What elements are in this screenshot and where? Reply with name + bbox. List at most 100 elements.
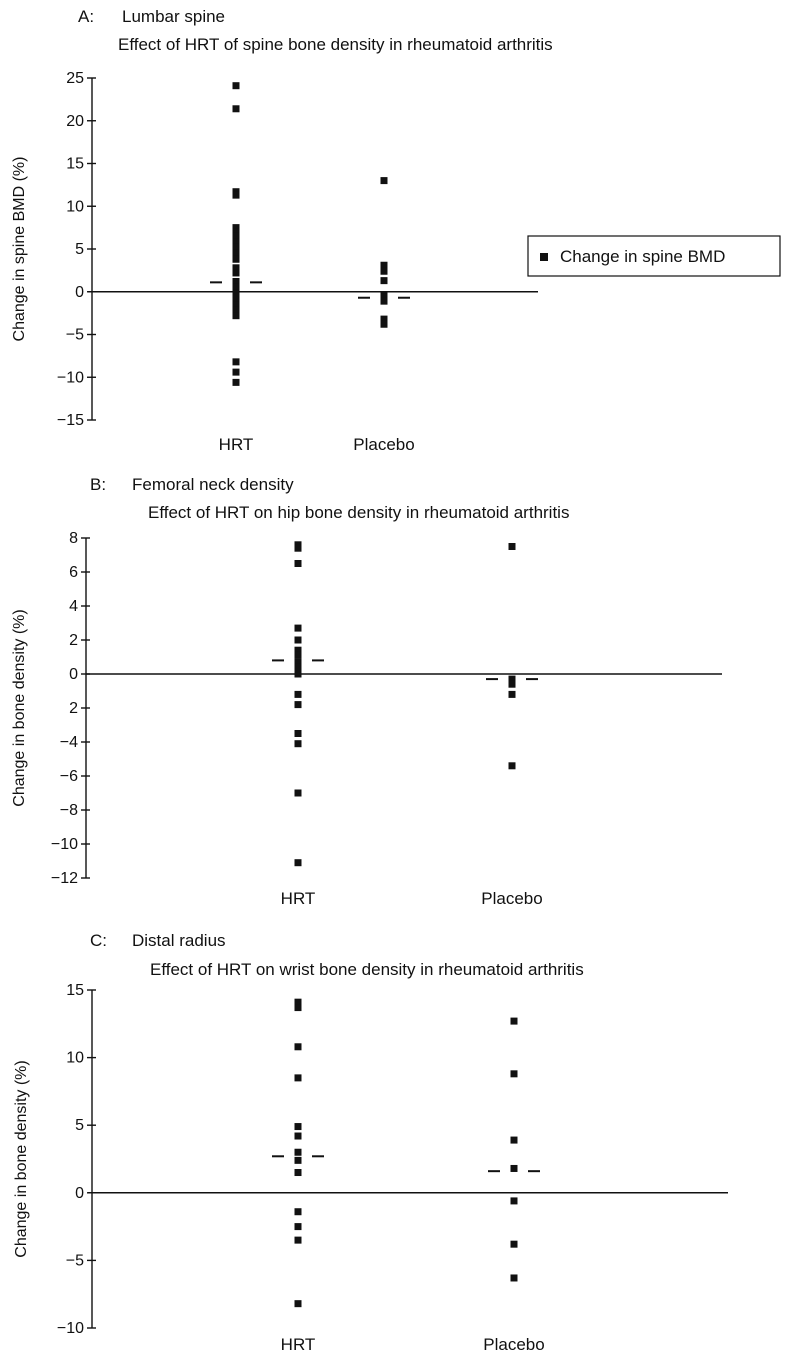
y-tick-label: 10 <box>66 198 84 215</box>
data-point <box>294 789 302 797</box>
data-point <box>294 1169 302 1177</box>
legend-box <box>527 235 781 277</box>
data-point <box>380 261 388 269</box>
data-point <box>232 249 240 257</box>
data-point <box>508 690 516 698</box>
data-point <box>294 690 302 698</box>
y-tick-label: 6 <box>69 564 78 581</box>
data-point <box>232 277 240 285</box>
data-point <box>380 177 388 185</box>
data-point <box>232 306 240 314</box>
data-point <box>510 1274 518 1282</box>
data-point <box>294 651 302 659</box>
panel-label: C: <box>90 931 107 950</box>
data-point <box>232 191 240 199</box>
y-axis-label: Change in bone density (%) <box>13 1060 30 1257</box>
data-point <box>232 228 240 236</box>
y-tick-label: −8 <box>60 802 78 819</box>
data-point <box>294 701 302 709</box>
data-point <box>294 1043 302 1051</box>
category-label: HRT <box>281 1335 316 1354</box>
data-point <box>380 297 388 305</box>
data-point <box>294 1236 302 1244</box>
data-point <box>232 295 240 303</box>
panel-label: A: <box>78 7 94 26</box>
data-point <box>232 232 240 240</box>
chart-title: Effect of HRT on wrist bone density in r… <box>150 960 584 979</box>
y-tick-label: 0 <box>75 1185 84 1202</box>
y-tick-label: 4 <box>69 598 78 615</box>
panel-2: B: Femoral neck density Effect of HRT on h… <box>11 475 722 908</box>
panel-3: C: Distal radius Effect of HRT on wrist bo… <box>13 931 728 1354</box>
data-point <box>294 1074 302 1082</box>
y-tick-label: −5 <box>66 327 84 344</box>
y-tick-label: −6 <box>60 768 78 785</box>
data-point <box>294 663 302 671</box>
y-tick-label: −15 <box>57 412 84 429</box>
data-point <box>232 105 240 113</box>
panel-name: Lumbar spine <box>122 7 225 26</box>
data-point <box>508 680 516 688</box>
data-point <box>510 1136 518 1144</box>
legend-label: Change in spine BMD <box>560 247 725 266</box>
data-point <box>294 1208 302 1216</box>
data-point <box>294 670 302 678</box>
data-point <box>294 624 302 632</box>
data-point <box>294 646 302 654</box>
data-point <box>232 243 240 251</box>
data-point <box>294 998 302 1006</box>
panel-1: A: Lumbar spine Effect of HRT of spine bon… <box>11 7 781 454</box>
data-point <box>232 238 240 246</box>
y-axis-label: Change in bone density (%) <box>11 609 28 806</box>
y-tick-label: 15 <box>66 156 84 173</box>
data-point <box>232 358 240 366</box>
data-point <box>294 859 302 867</box>
data-point <box>294 1132 302 1140</box>
panel-name: Femoral neck density <box>132 475 294 494</box>
y-tick-label: 2 <box>69 632 78 649</box>
y-tick-label: 15 <box>66 982 84 999</box>
y-tick-label: 5 <box>75 1117 84 1134</box>
data-point <box>232 312 240 320</box>
data-point <box>380 267 388 275</box>
data-point <box>508 543 516 550</box>
data-point <box>232 255 240 263</box>
data-point <box>380 277 388 285</box>
data-point <box>294 1156 302 1164</box>
data-point <box>510 1017 518 1025</box>
y-tick-label: 10 <box>66 1050 84 1067</box>
data-point <box>232 82 240 90</box>
legend: Change in spine BMD <box>527 235 781 277</box>
data-point <box>294 1123 302 1131</box>
data-point <box>294 1223 302 1231</box>
data-point <box>510 1197 518 1205</box>
data-point <box>380 291 388 299</box>
category-label: HRT <box>281 889 316 908</box>
y-tick-label: 20 <box>66 113 84 130</box>
data-point <box>510 1240 518 1248</box>
y-tick-label: 8 <box>69 530 78 547</box>
data-point <box>294 740 302 748</box>
y-tick-label: −4 <box>60 734 78 751</box>
data-point <box>294 544 302 552</box>
data-point <box>294 658 302 666</box>
chart-title: Effect of HRT of spine bone density in r… <box>118 35 553 54</box>
y-tick-label: −10 <box>51 836 78 853</box>
chart-title: Effect of HRT on hip bone density in rhe… <box>148 503 569 522</box>
data-point <box>294 1148 302 1156</box>
panel-name: Distal radius <box>132 931 226 950</box>
data-point <box>294 636 302 644</box>
data-point <box>294 560 302 567</box>
data-point <box>232 264 240 272</box>
data-point <box>232 283 240 291</box>
data-point <box>294 730 302 737</box>
legend-marker <box>540 253 548 261</box>
data-point <box>510 1164 518 1172</box>
y-tick-label: −10 <box>57 369 84 386</box>
category-label: Placebo <box>353 435 414 454</box>
y-axis-label: Change in spine BMD (%) <box>11 157 28 342</box>
category-label: Placebo <box>481 889 542 908</box>
data-point <box>508 762 516 770</box>
data-point <box>294 1004 302 1012</box>
